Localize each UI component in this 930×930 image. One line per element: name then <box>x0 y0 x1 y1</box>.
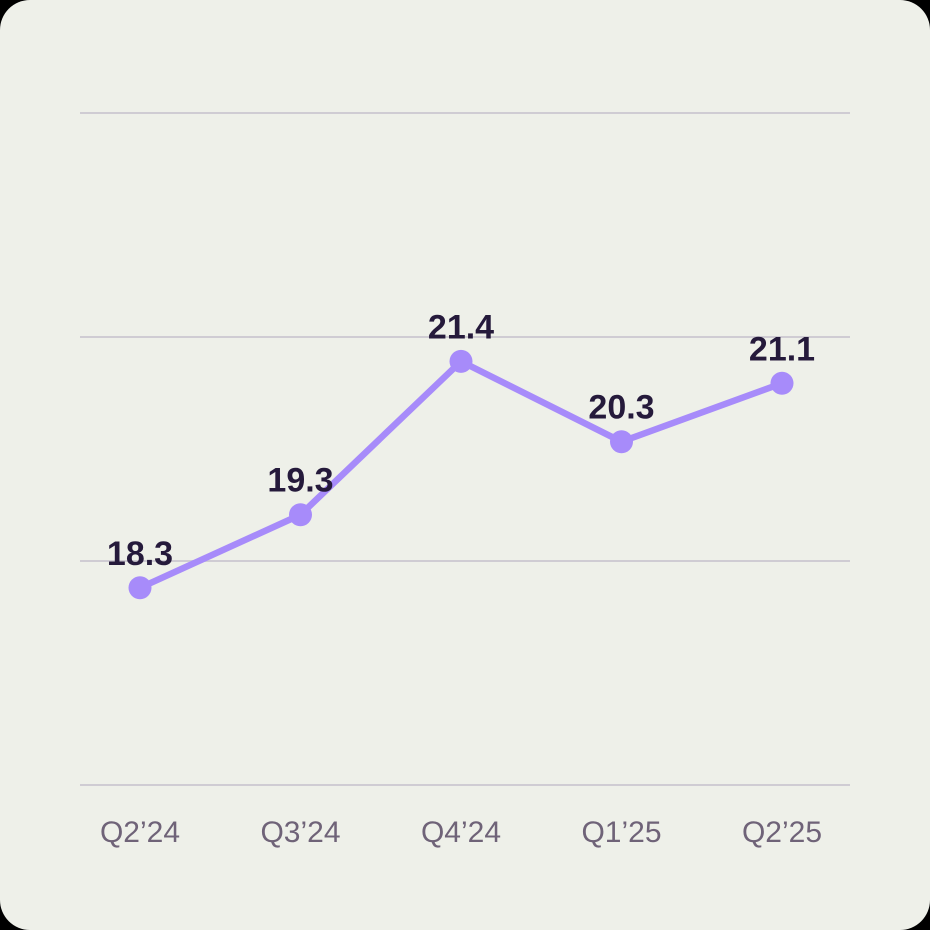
data-point <box>610 430 633 454</box>
x-axis-label: Q3’24 <box>260 816 340 849</box>
x-axis-label: Q2’25 <box>742 816 822 849</box>
data-point <box>128 576 152 600</box>
data-point <box>289 503 312 527</box>
data-point <box>770 371 794 395</box>
value-label: 21.1 <box>749 330 815 368</box>
value-label: 18.3 <box>107 535 173 573</box>
value-label: 19.3 <box>267 462 333 500</box>
x-axis-label: Q2’24 <box>100 816 180 849</box>
x-axis-label: Q4’24 <box>421 816 501 849</box>
value-label: 20.3 <box>588 389 654 427</box>
value-label: 21.4 <box>428 308 494 346</box>
x-axis-label: Q1’25 <box>581 816 661 849</box>
data-point <box>449 349 473 373</box>
